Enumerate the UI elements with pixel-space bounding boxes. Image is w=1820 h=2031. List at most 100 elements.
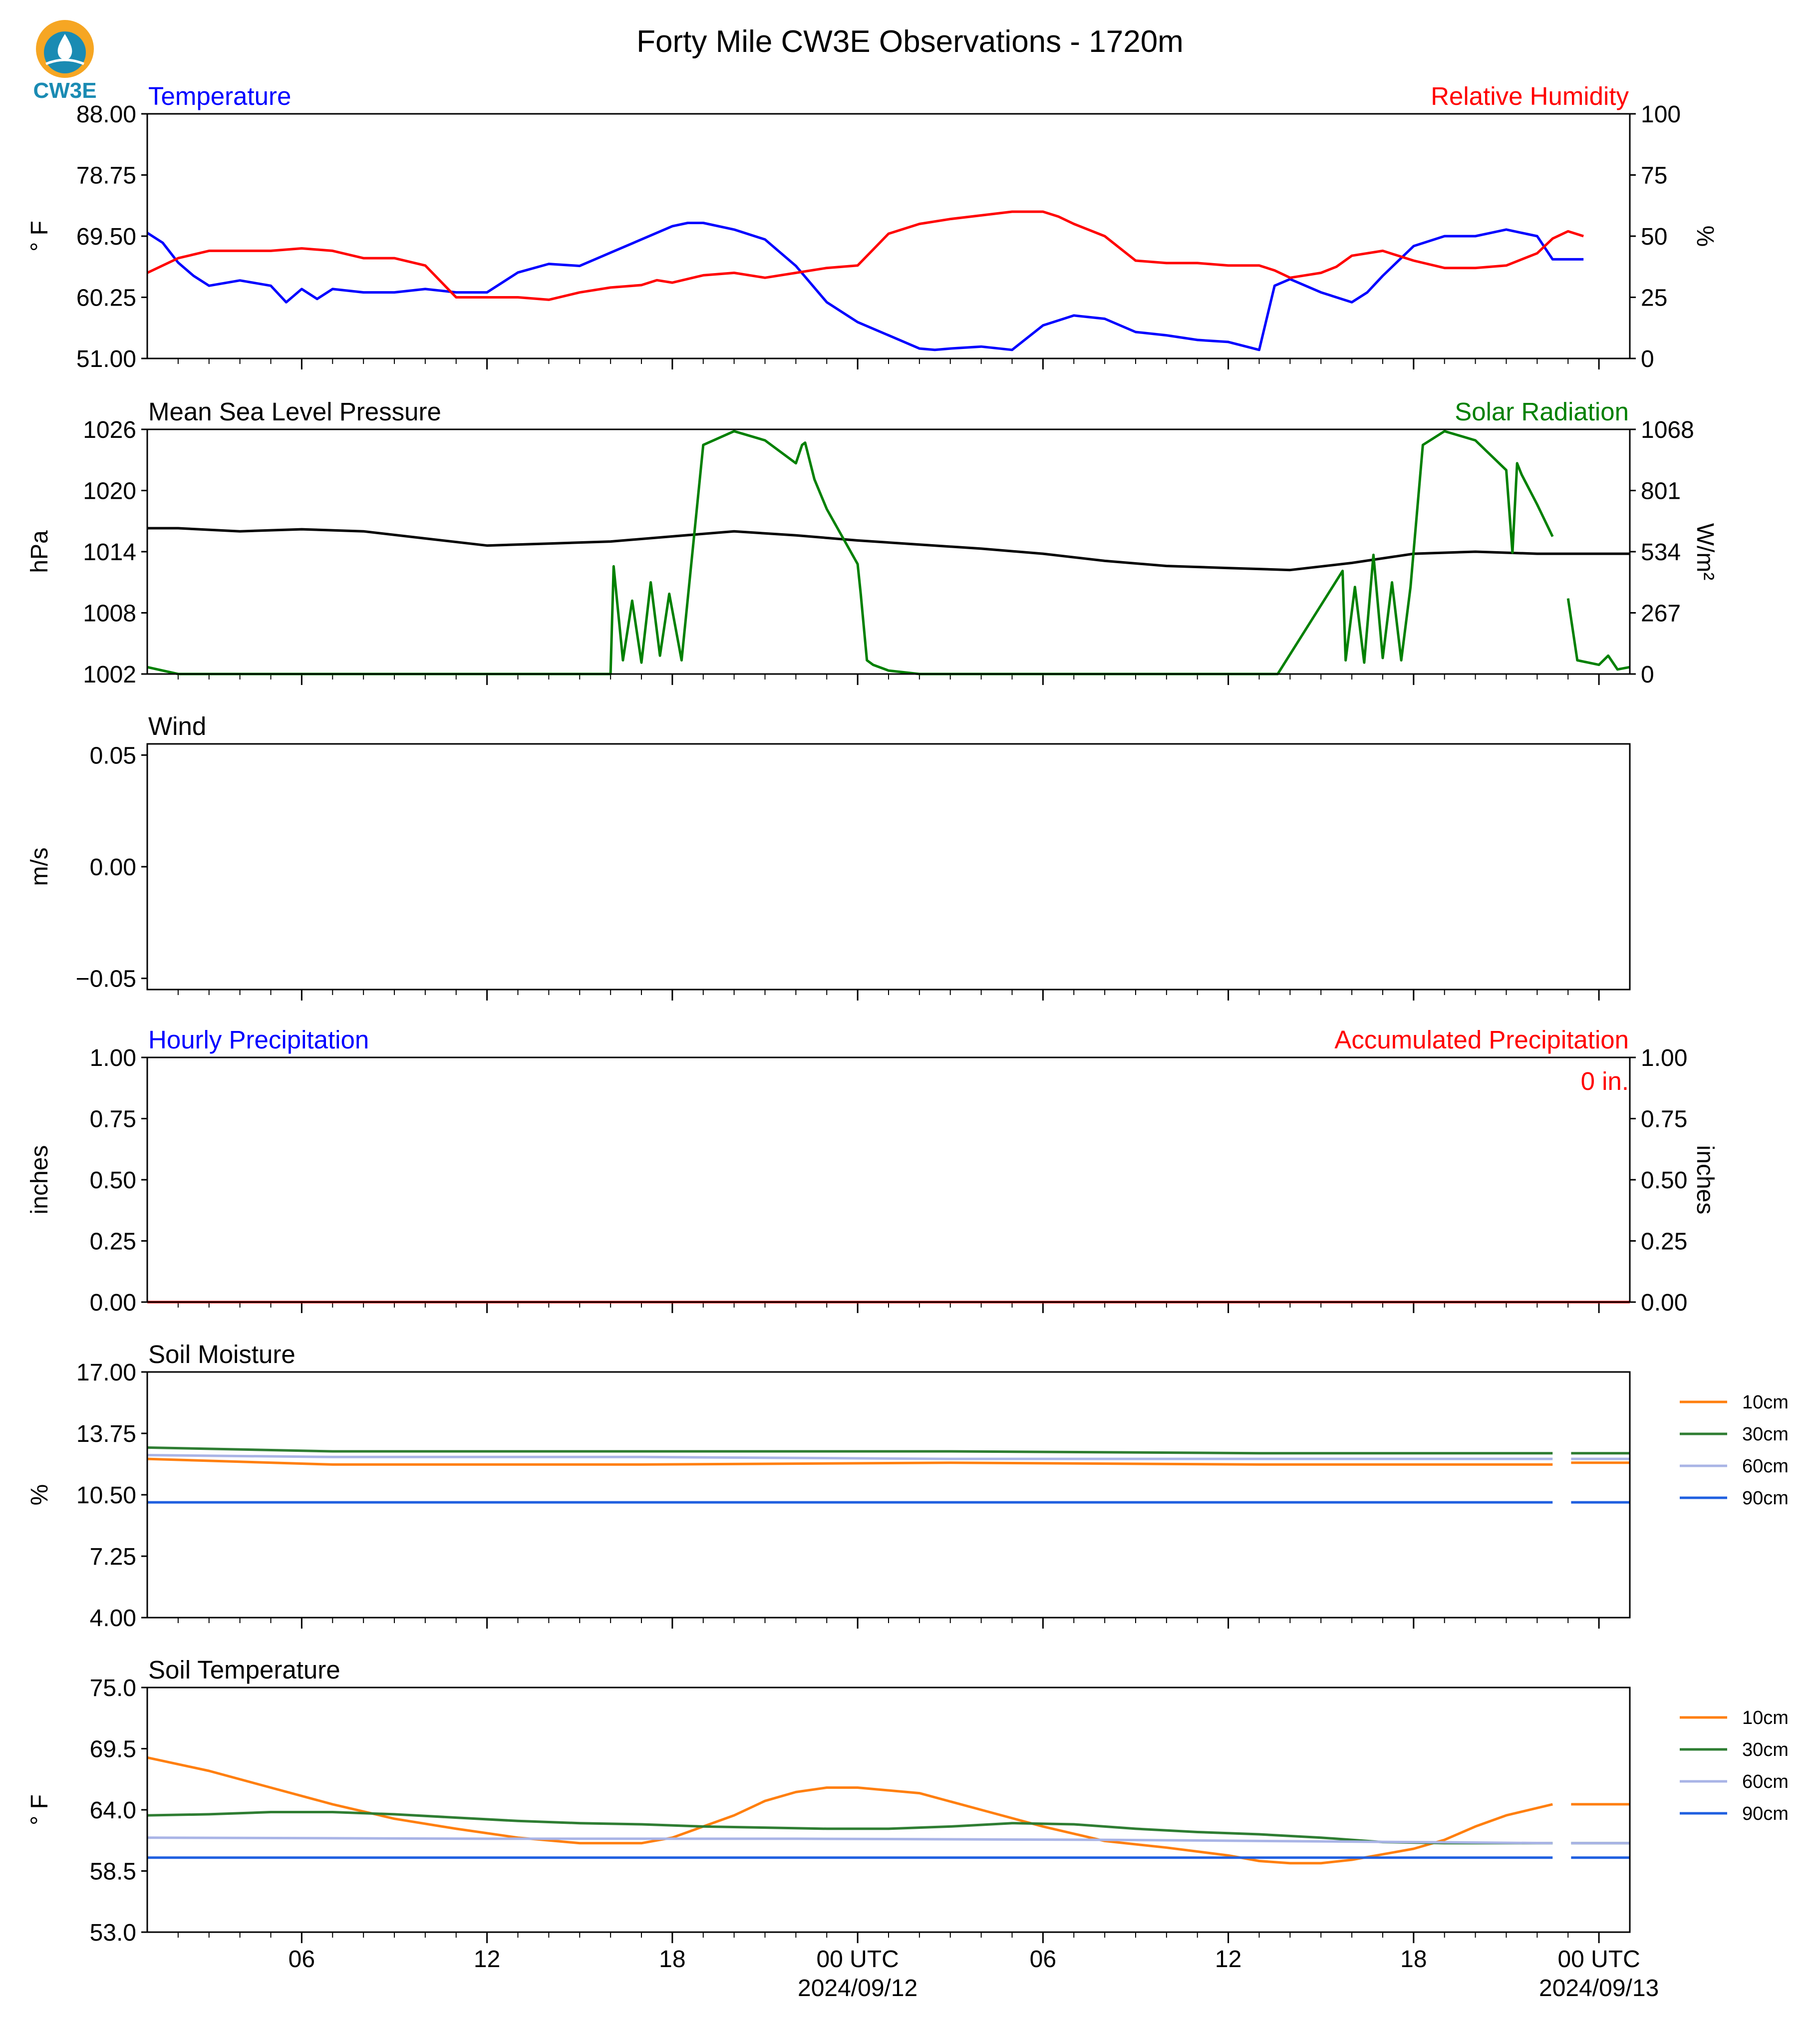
plot-frame	[146, 743, 1631, 991]
series-solar-radiation	[147, 430, 1630, 676]
panel-pressure_solar: 1002 1008 1014 1020 1026 0 267 534 801 1068 Mean S…	[26, 397, 1718, 688]
x-tick-label: 00 UTC	[1557, 1946, 1640, 1973]
y-tick-label-left: 58.5	[90, 1859, 136, 1885]
y-tick-label-left: −0.05	[76, 966, 136, 993]
plot-frame	[146, 1687, 1631, 1933]
logo-text: CW3E	[33, 78, 96, 103]
plot-frame	[146, 113, 1631, 359]
y-tick-label-right: 75	[1641, 163, 1667, 189]
legend-label-10cm: 10cm	[1742, 1707, 1789, 1728]
y-tick-label-left: 64.0	[90, 1797, 136, 1824]
plot-frame	[146, 428, 1631, 675]
panel-title-right: Solar Radiation	[1455, 397, 1629, 426]
y-tick-label-left: 53.0	[90, 1920, 136, 1946]
panel-title-left: Wind	[148, 712, 206, 740]
logo-drop-icon	[57, 34, 72, 60]
x-tick-label: 06	[289, 1946, 315, 1973]
y-tick-label-right: 0	[1641, 346, 1654, 372]
series-10cm	[147, 1756, 1630, 1865]
y-tick-label-left: 7.25	[90, 1544, 136, 1570]
y-axis-label-right: %	[1692, 226, 1718, 247]
y-tick-label-left: 88.00	[76, 101, 136, 128]
y-tick-label-left: 17.00	[76, 1359, 136, 1386]
y-axis-label-left: %	[26, 1484, 53, 1506]
y-tick-label-left: 1014	[83, 539, 136, 566]
y-tick-label-left: 1002	[83, 662, 136, 688]
y-tick-label-left: 0.75	[90, 1106, 136, 1133]
y-axis-label-left: hPa	[26, 530, 53, 573]
legend-label-30cm: 30cm	[1742, 1739, 1789, 1760]
y-tick-label-left: 0.00	[90, 1290, 136, 1316]
y-axis-label-right: W/m²	[1692, 523, 1718, 581]
cw3e-logo: CW3E	[33, 20, 97, 103]
y-tick-label-left: 0.50	[90, 1167, 136, 1194]
figure-title: Forty Mile CW3E Observations - 1720m	[636, 24, 1184, 59]
y-tick-label-right: 0.75	[1641, 1106, 1687, 1133]
y-tick-label-left: 69.5	[90, 1736, 136, 1763]
series-30cm	[147, 1446, 1630, 1455]
y-tick-label-right: 267	[1641, 601, 1681, 627]
panel-title-right: Accumulated Precipitation	[1334, 1025, 1629, 1054]
y-tick-label-left: 13.75	[76, 1421, 136, 1447]
accumulated-total-label: 0 in.	[1581, 1067, 1629, 1095]
panel-title-left: Mean Sea Level Pressure	[148, 397, 441, 426]
y-tick-label-right: 534	[1641, 539, 1681, 566]
y-tick-label-right: 0.00	[1641, 1290, 1687, 1316]
panel-title-right: Relative Humidity	[1431, 82, 1629, 110]
legend-label-60cm: 60cm	[1742, 1771, 1789, 1792]
y-tick-label-right: 0.50	[1641, 1167, 1687, 1194]
legend: 10cm 30cm 60cm 90cm	[1680, 1392, 1789, 1509]
x-tick-label: 18	[659, 1946, 685, 1973]
panel-title-left: Soil Moisture	[148, 1340, 296, 1368]
y-axis-label-right: inches	[1692, 1145, 1718, 1215]
y-tick-label-left: 1.00	[90, 1045, 136, 1071]
y-tick-label-right: 1068	[1641, 417, 1694, 443]
panel-title-left: Hourly Precipitation	[148, 1025, 369, 1054]
series-60cm	[147, 1454, 1630, 1460]
y-tick-label-left: 0.00	[90, 854, 136, 881]
plot-frame	[146, 1371, 1631, 1619]
y-tick-label-left: 4.00	[90, 1605, 136, 1632]
y-tick-label-right: 0.25	[1641, 1229, 1687, 1255]
y-tick-label-left: 0.25	[90, 1229, 136, 1255]
legend-label-30cm: 30cm	[1742, 1424, 1789, 1445]
y-tick-label-left: 75.0	[90, 1675, 136, 1701]
panel-wind: −0.05 0.00 0.05 Wind m/s	[26, 712, 1631, 1001]
y-tick-label-left: 78.75	[76, 163, 136, 189]
y-tick-label-right: 1.00	[1641, 1045, 1687, 1071]
panel-title-left: Soil Temperature	[148, 1656, 340, 1684]
y-tick-label-left: 1026	[83, 417, 136, 443]
panel-precip: 0.00 0.25 0.50 0.75 1.00 0.00 0.25 0.50 0.75 1.00…	[26, 1025, 1718, 1316]
series-mean-sea-level-pressure	[147, 527, 1630, 572]
legend: 10cm 30cm 60cm 90cm	[1680, 1707, 1789, 1824]
y-tick-label-right: 25	[1641, 285, 1667, 312]
y-tick-label-left: 1020	[83, 478, 136, 505]
y-axis-label-left: ° F	[26, 1794, 53, 1825]
panels: 51.0060.2569.5078.7588.000255075100Tempe…	[26, 82, 1789, 2002]
panel-temp_rh: 51.00 60.25 69.50 78.75 88.00 0 25 50 75 100 Tempe…	[26, 82, 1718, 372]
panel-soil_moisture: 4.00 7.25 10.50 13.75 17.00 Soil Moisture% 10c…	[26, 1340, 1789, 1632]
x-tick-label: 12	[474, 1946, 500, 1973]
y-tick-label-left: 1008	[83, 601, 136, 627]
y-tick-label-right: 801	[1641, 478, 1681, 505]
y-axis-label-left: ° F	[26, 221, 53, 252]
x-tick-label: 12	[1215, 1946, 1241, 1973]
series-10cm	[147, 1457, 1630, 1466]
y-tick-label-right: 0	[1641, 662, 1654, 688]
y-tick-label-right: 50	[1641, 224, 1667, 250]
x-date-label: 2024/09/12	[798, 1975, 917, 2002]
y-axis-label-left: m/s	[26, 847, 53, 886]
x-tick-label: 18	[1400, 1946, 1427, 1973]
x-tick-label: 00 UTC	[816, 1946, 899, 1973]
panel-soil_temperature: 53.0 58.5 64.0 69.5 75.0 Soil Temperature ° F 1…	[26, 1656, 1789, 1946]
logo-wave-icon	[45, 58, 84, 65]
y-axis-label-left: inches	[26, 1145, 53, 1215]
panel-title-left: Temperature	[148, 82, 291, 110]
y-tick-label-left: 69.50	[76, 224, 136, 250]
y-tick-label-left: 60.25	[76, 285, 136, 312]
series-60cm	[147, 1836, 1630, 1845]
x-tick-label: 06	[1030, 1946, 1056, 1973]
y-tick-label-right: 100	[1641, 101, 1681, 128]
x-date-label: 2024/09/13	[1539, 1975, 1659, 2002]
